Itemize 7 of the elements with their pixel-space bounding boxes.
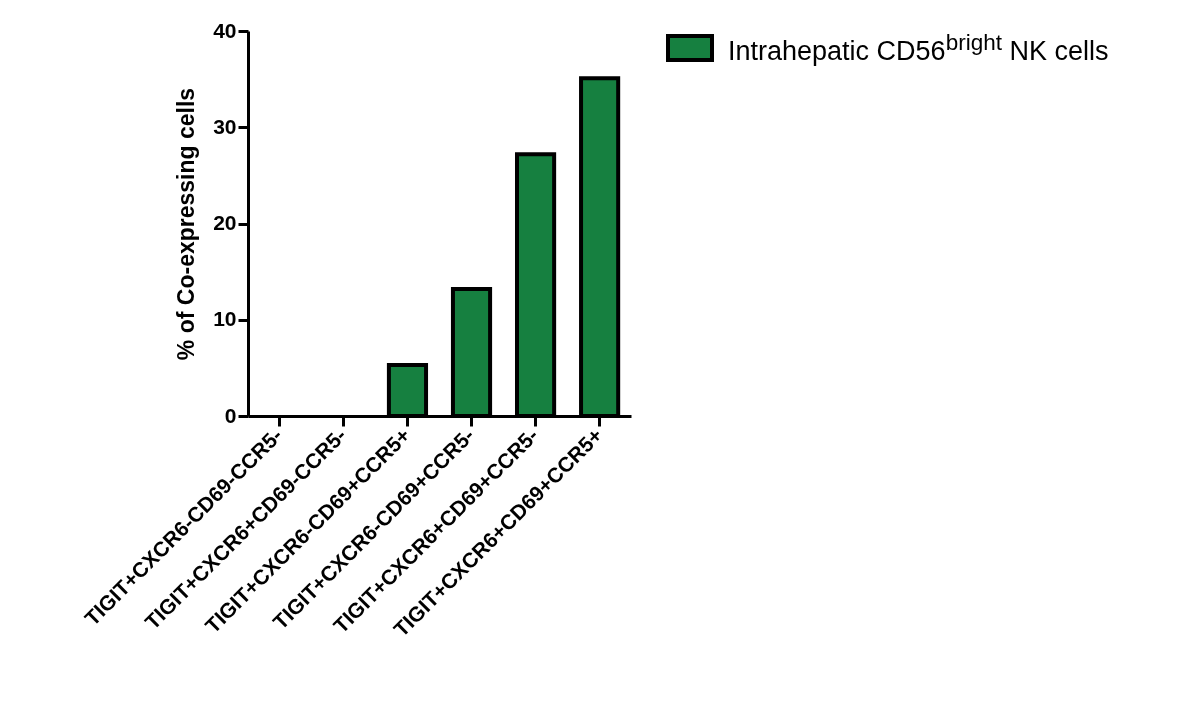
y-tick-label: 20 (213, 211, 237, 234)
y-axis-title: % of Co-expressing cells (173, 87, 200, 361)
y-tick-label: 10 (213, 307, 237, 331)
y-tick-label: 30 (213, 114, 237, 138)
y-tick-label: 40 (213, 18, 237, 42)
y-tick-label: 0 (224, 403, 237, 427)
legend-label: Intrahepatic CD56$^{bright}$ NK cells (728, 30, 1109, 67)
